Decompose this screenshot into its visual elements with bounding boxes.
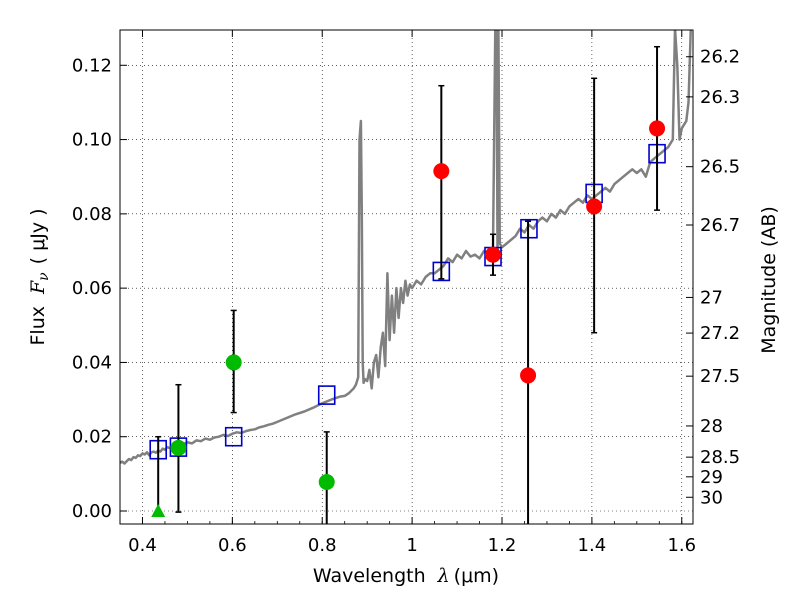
y-tick-label: 0.02 (72, 427, 112, 448)
x-axis-symbol: λ (437, 565, 450, 587)
model-photometry-square (317, 385, 336, 405)
plot-area (120, 30, 692, 524)
x-tick-label: 1.6 (667, 535, 696, 556)
y-axis-unit: ( μJy ) (27, 208, 49, 264)
y-tick-label: 0.00 (72, 501, 112, 522)
x-tick-label: 0.6 (218, 535, 247, 556)
y2-axis-title: Magnitude (AB) (758, 206, 780, 354)
y-tick-label: 0.08 (72, 204, 112, 225)
x-axis-label: Wavelength (313, 565, 426, 587)
sed-model-line (120, 30, 692, 465)
y2-tick-label: 27.5 (700, 366, 740, 387)
y-tick-label: 0.06 (72, 278, 112, 299)
y-tick-label: 0.10 (72, 130, 112, 151)
y2-tick-label: 26.7 (700, 215, 740, 236)
y2-tick-label: 30 (700, 487, 723, 508)
x-tick-label: 0.4 (128, 535, 157, 556)
red-data-point (485, 246, 502, 263)
axis-ticks: 0.4 0.6 0.8 1 1.2 1.4 1.6 0.00 0.02 0.04 0.06 0.08 0… (72, 30, 740, 556)
y2-tick-label: 26.2 (700, 47, 740, 68)
x-tick-label: 1 (406, 535, 417, 556)
x-axis-title: Wavelength λ (μm) (313, 565, 499, 587)
y2-tick-label: 26.3 (700, 87, 740, 108)
axes-frame (119, 29, 694, 525)
y2-tick-label: 28.5 (700, 447, 740, 468)
y-axis-subscript: ν (36, 272, 52, 281)
y-tick-label: 0.12 (72, 55, 112, 76)
y2-tick-label: 26.5 (700, 157, 740, 178)
green-data-point (225, 354, 242, 371)
red-data-point (433, 163, 450, 180)
green-upper-limit-triangle (151, 504, 166, 517)
x-axis-unit: (μm) (454, 565, 499, 587)
y-axis-label: Flux (27, 306, 49, 346)
red-data-point (649, 120, 666, 137)
green-data-point (318, 474, 335, 491)
red-data-point (586, 198, 603, 215)
y2-tick-label: 27.2 (700, 323, 740, 344)
y2-tick-label: 28 (700, 416, 723, 437)
x-tick-label: 1.4 (578, 535, 607, 556)
green-data-point (170, 439, 187, 456)
red-data-point (520, 367, 537, 384)
y2-tick-label: 29 (700, 467, 723, 488)
y-tick-label: 0.04 (72, 352, 112, 373)
x-tick-label: 0.8 (308, 535, 337, 556)
x-tick-label: 1.2 (488, 535, 517, 556)
y2-tick-label: 27 (700, 287, 723, 308)
model-photometry-square (224, 426, 243, 447)
y-axis-symbol: F (27, 280, 49, 295)
grid (120, 30, 693, 524)
y-axis-title: Flux Fν ( μJy ) (27, 208, 52, 345)
